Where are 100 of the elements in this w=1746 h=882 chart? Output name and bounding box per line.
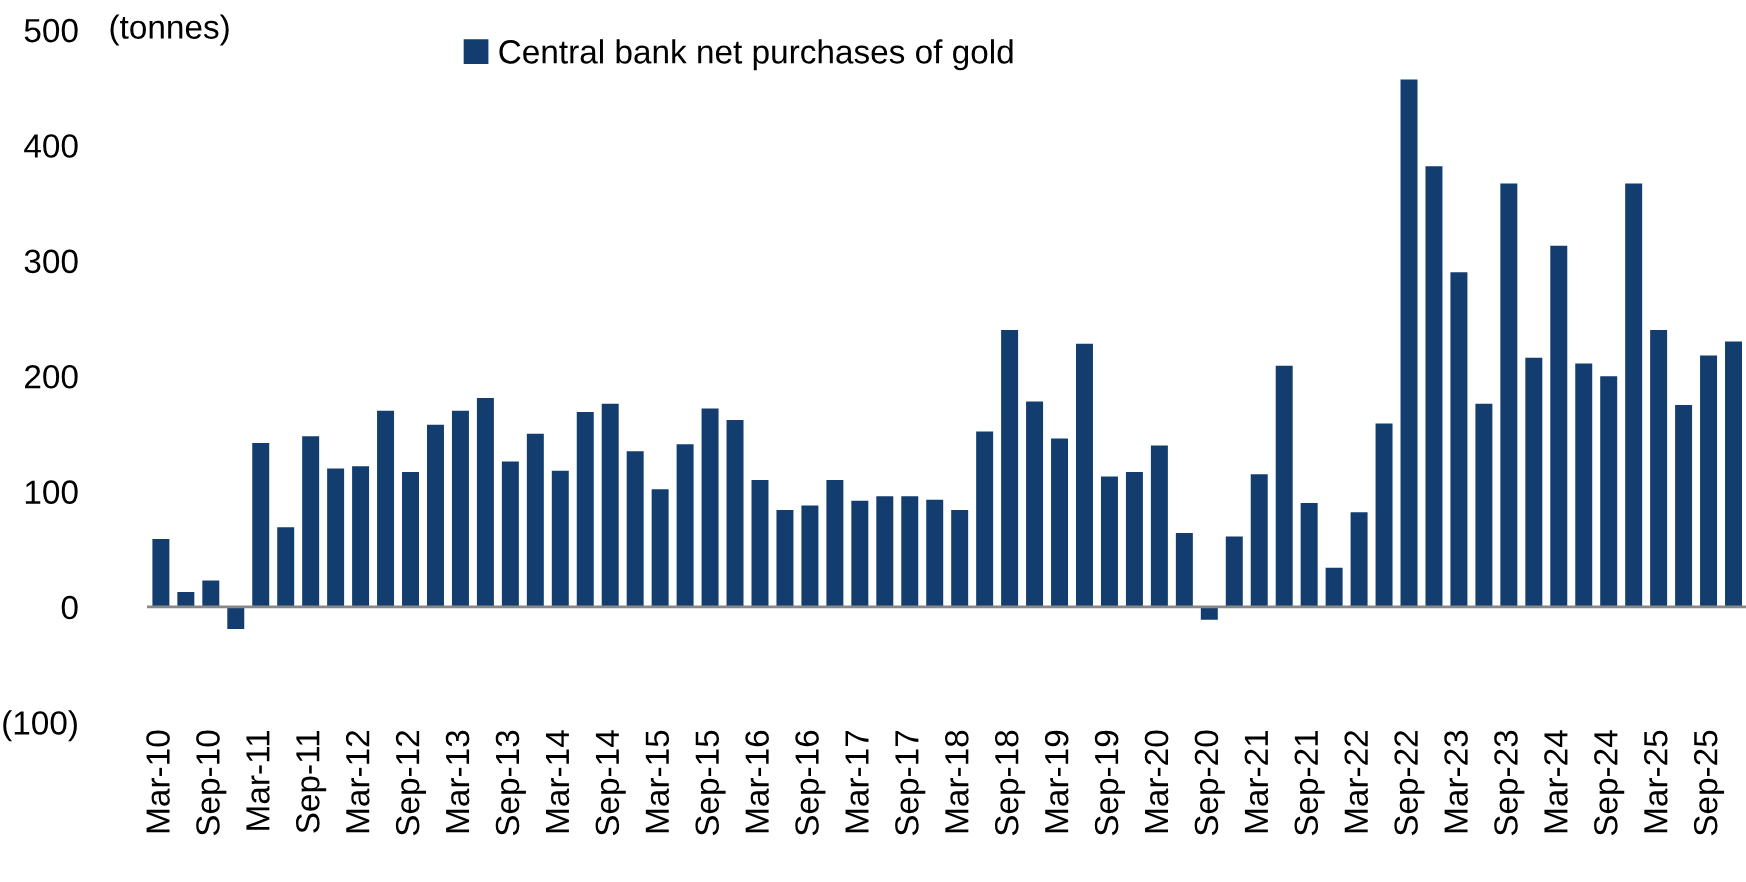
bar <box>626 451 644 607</box>
bar <box>1450 272 1468 607</box>
x-tick-label: Mar-12 <box>345 730 370 833</box>
bar <box>526 433 544 607</box>
bar <box>801 505 819 607</box>
x-tick-label: Mar-10 <box>146 730 170 833</box>
bar <box>976 431 994 607</box>
bar <box>1100 476 1118 607</box>
x-tick-label: Sep-12 <box>395 730 427 836</box>
bar <box>1250 474 1268 607</box>
x-tick-label: Mar-24 <box>1544 730 1568 833</box>
bar <box>1026 401 1044 607</box>
x-tick-label: Sep-24 <box>1594 730 1625 836</box>
bar <box>851 500 869 607</box>
x-tick-label: Mar-14 <box>545 730 570 833</box>
bar <box>476 398 494 607</box>
bar <box>901 496 919 607</box>
bar <box>1275 365 1293 607</box>
y-tick-label: 400 <box>24 134 78 158</box>
bar <box>1500 183 1518 607</box>
x-tick-label: Mar-22 <box>1344 730 1369 833</box>
bar <box>751 480 769 607</box>
x-tick-label: Sep-14 <box>595 730 626 836</box>
bar <box>651 489 669 607</box>
bar <box>1300 503 1318 607</box>
bar <box>1076 343 1093 607</box>
bar <box>1175 533 1193 607</box>
bar <box>876 496 894 607</box>
bar <box>1001 330 1019 607</box>
bar <box>1700 355 1718 607</box>
bar <box>501 461 519 607</box>
x-tick-label: Mar-19 <box>1044 730 1069 833</box>
bar <box>1650 330 1668 607</box>
x-tick-label: Sep-20 <box>1194 730 1225 836</box>
x-tick-label: Sep-19 <box>1094 730 1125 836</box>
y-tick-label: 100 <box>25 480 78 504</box>
x-tick-label: Mar-16 <box>745 730 769 833</box>
bar <box>601 403 619 607</box>
bar <box>277 527 295 607</box>
y-tick-label: 200 <box>25 364 78 389</box>
x-tick-label: Sep-16 <box>795 730 826 836</box>
bar <box>1725 341 1743 607</box>
bar <box>402 471 419 607</box>
bar <box>576 411 594 607</box>
bar <box>152 538 170 607</box>
bar <box>951 510 969 607</box>
x-tick-label: Sep-15 <box>695 730 726 836</box>
bar <box>1600 376 1618 607</box>
x-tick-label: Mar-11 <box>246 730 270 830</box>
x-tick-label: Sep-18 <box>994 730 1026 836</box>
x-tick-label: Mar-17 <box>845 730 869 833</box>
x-tick-label: Mar-18 <box>945 730 969 833</box>
bar <box>377 410 395 607</box>
bar <box>1225 536 1243 607</box>
bar <box>1550 245 1568 607</box>
bar <box>1125 471 1143 607</box>
x-tick-label: Sep-11 <box>296 730 327 833</box>
x-tick-label: Sep-22 <box>1394 730 1425 836</box>
bar <box>1051 438 1069 607</box>
bar <box>352 466 370 607</box>
x-tick-label: Mar-25 <box>1643 730 1668 833</box>
y-axis-title: (tonnes) <box>110 14 229 46</box>
x-tick-label: Sep-23 <box>1494 730 1525 836</box>
bar <box>1525 357 1543 607</box>
x-tick-label: Sep-17 <box>895 730 926 836</box>
bar <box>826 480 844 607</box>
bar <box>327 468 345 607</box>
bar <box>1200 606 1218 620</box>
legend-label: Central bank net purchases of gold <box>499 39 1013 71</box>
bar <box>726 420 744 607</box>
bar <box>227 606 245 629</box>
x-tick-label: Mar-20 <box>1144 730 1169 833</box>
bar <box>1575 363 1593 607</box>
bar <box>302 436 320 607</box>
bar <box>701 408 719 607</box>
bar <box>177 591 195 607</box>
x-tick-label: Mar-23 <box>1444 730 1468 833</box>
bar <box>1325 567 1343 607</box>
bar <box>1675 405 1693 607</box>
x-tick-label: Mar-21 <box>1244 730 1269 833</box>
bar <box>1475 403 1493 607</box>
bar <box>551 470 569 607</box>
x-tick-label: Sep-21 <box>1294 730 1325 836</box>
x-tick-label: Sep-25 <box>1693 730 1725 836</box>
y-tick-label: 300 <box>24 249 78 274</box>
x-tick-label: Mar-13 <box>445 730 470 833</box>
x-tick-label: Sep-13 <box>495 730 526 836</box>
bar <box>1625 183 1643 607</box>
y-tick-label: 500 <box>24 18 78 43</box>
bar <box>426 424 444 607</box>
bar <box>926 499 944 607</box>
bar <box>1400 79 1418 607</box>
bar <box>1425 166 1443 607</box>
bar <box>1150 445 1168 607</box>
y-tick-label: 0 <box>61 595 78 620</box>
y-tick-label: (100) <box>3 710 77 742</box>
bar <box>451 410 469 607</box>
bar <box>252 443 270 607</box>
bar <box>202 580 220 607</box>
bar <box>1375 423 1393 607</box>
